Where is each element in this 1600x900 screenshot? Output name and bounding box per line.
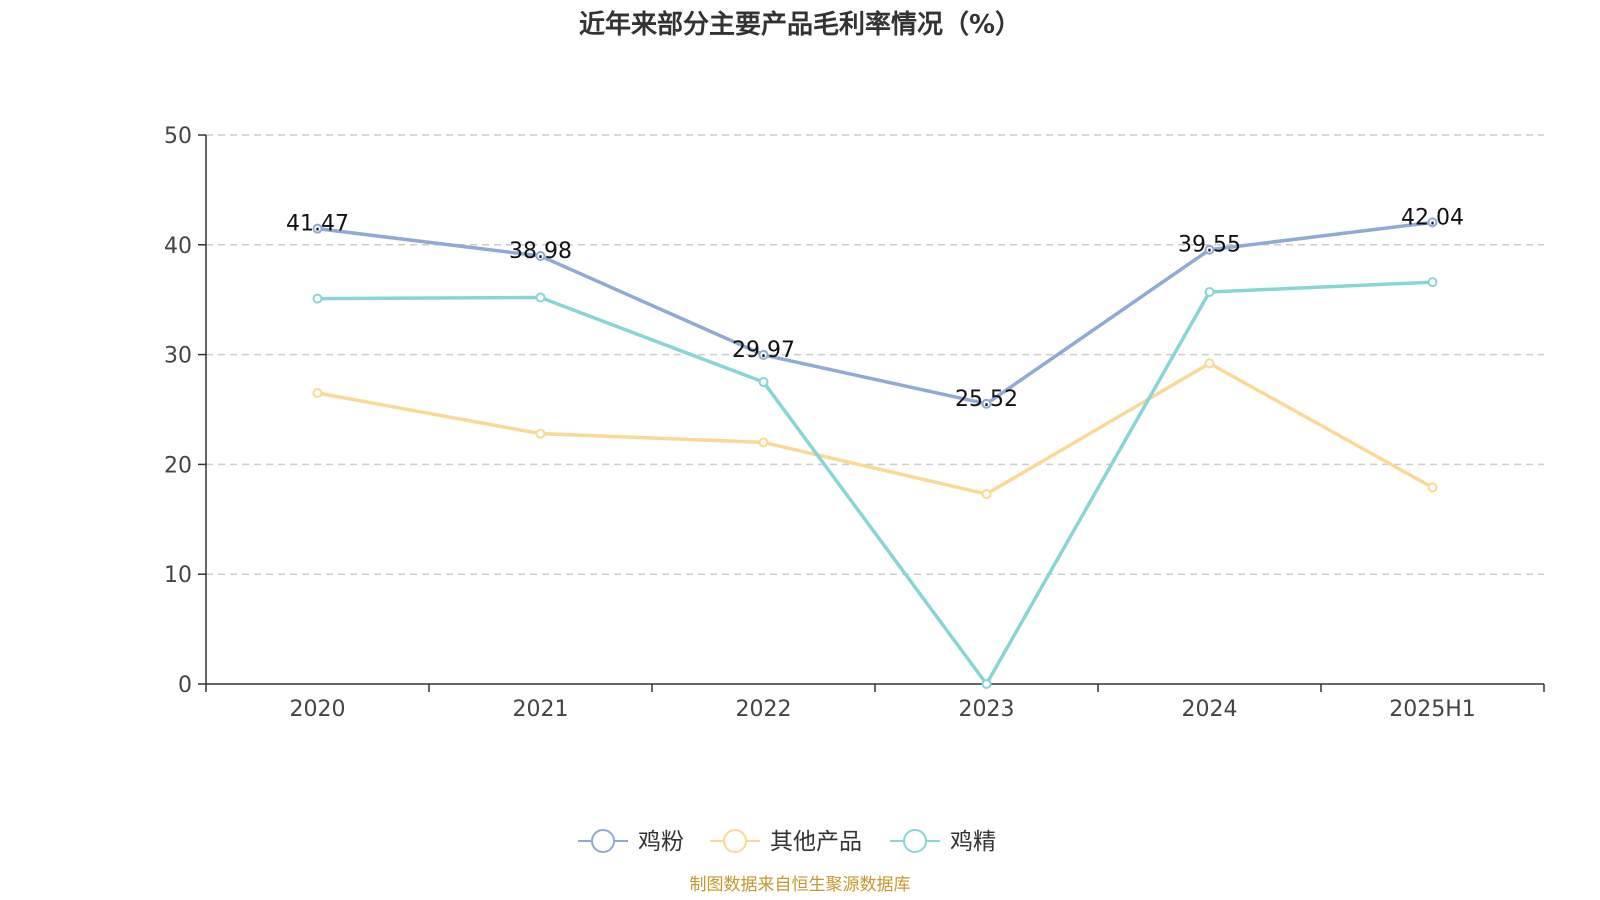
- data-point: [981, 679, 992, 689]
- x-tick-label: 2022: [736, 697, 792, 722]
- legend-label: 鸡精: [950, 829, 996, 855]
- data-point: [535, 428, 546, 439]
- data-label: 39.55: [1178, 233, 1241, 258]
- data-label: 42.04: [1401, 205, 1464, 230]
- legend-label: 其他产品: [770, 829, 862, 855]
- y-tick-label: 0: [178, 673, 192, 698]
- data-point: [981, 398, 992, 409]
- data-point: [1427, 482, 1438, 493]
- legend-item-1[interactable]: 其他产品: [710, 829, 862, 855]
- data-point: [312, 223, 323, 234]
- data-point: [758, 377, 769, 388]
- y-tick-label: 30: [164, 344, 192, 369]
- source-note: 制图数据来自恒生聚源数据库: [690, 875, 911, 895]
- axes: 0 10 20 30 40 50 2020 2021 2022 2023 2024 2025H1: [164, 124, 1545, 722]
- y-tick-label: 20: [164, 453, 192, 478]
- data-point: [1204, 358, 1215, 369]
- data-point: [1204, 287, 1215, 298]
- data-labels: 41.47 38.98 29.97 25.52 39.55 42.04: [286, 205, 1464, 411]
- y-tick-label: 50: [164, 124, 192, 149]
- data-point: [312, 293, 323, 304]
- x-tick-label: 2021: [513, 697, 569, 722]
- x-tick-label: 2025H1: [1389, 697, 1476, 722]
- legend-marker: [723, 829, 747, 853]
- series-line-2: [317, 280, 1433, 686]
- data-point: [758, 349, 769, 360]
- data-point: [1427, 217, 1438, 228]
- legend-marker: [591, 829, 615, 853]
- data-point: [981, 489, 992, 500]
- y-tick-label: 10: [164, 563, 192, 588]
- series-line-0: [317, 220, 1433, 406]
- legend-label: 鸡粉: [638, 829, 684, 855]
- x-tick-label: 2023: [959, 697, 1015, 722]
- legend-item-0[interactable]: 鸡粉: [578, 829, 684, 855]
- series-line-1: [317, 361, 1434, 496]
- data-point: [758, 437, 769, 448]
- gridlines: [206, 134, 1544, 575]
- x-tick-label: 2020: [290, 697, 346, 722]
- data-point: [535, 292, 546, 303]
- legend-marker: [903, 829, 927, 853]
- data-point: [1427, 277, 1438, 288]
- chart-title: 近年来部分主要产品毛利率情况（%）: [579, 9, 1021, 40]
- y-tick-label: 40: [164, 234, 192, 259]
- data-point: [1204, 244, 1215, 255]
- legend-item-2[interactable]: 鸡精: [890, 829, 996, 855]
- data-point: [312, 388, 323, 399]
- legend[interactable]: 鸡粉 其他产品 鸡精: [578, 829, 996, 855]
- data-point: [535, 250, 546, 261]
- data-label: 25.52: [955, 387, 1018, 412]
- data-label: 41.47: [286, 212, 349, 237]
- data-label: 29.97: [732, 338, 795, 363]
- data-label: 38.98: [509, 239, 572, 264]
- series-lines: [312, 217, 1438, 689]
- x-tick-label: 2024: [1182, 697, 1238, 722]
